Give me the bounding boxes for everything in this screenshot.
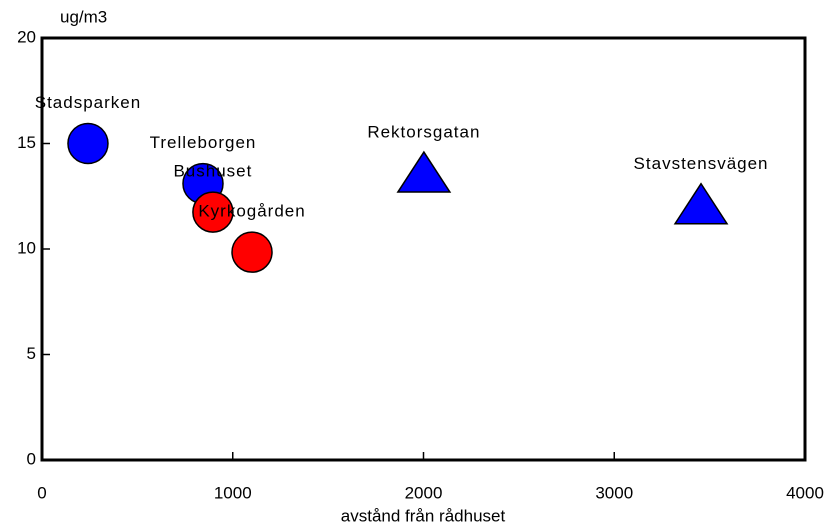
y-tick-label: 20 (17, 27, 36, 46)
point (231, 231, 273, 273)
x-axis-label: avstånd från rådhuset (341, 506, 506, 525)
point (67, 122, 109, 165)
x-tick-label: 2000 (405, 483, 443, 502)
point-label: Stadsparken (35, 93, 141, 112)
point (396, 150, 452, 193)
point-label: Bushuset (173, 162, 252, 181)
y-tick-label: 10 (17, 238, 36, 257)
y-axis-label: ug/m3 (60, 7, 107, 26)
point-label: Rektorsgatan (367, 123, 480, 142)
y-tick-label: 5 (27, 344, 36, 363)
x-tick-label: 3000 (595, 483, 633, 502)
y-tick-label: 15 (17, 133, 36, 152)
x-tick-label: 1000 (214, 483, 252, 502)
y-tick-label: 0 (27, 449, 36, 468)
point-label: Kyrkogården (198, 202, 305, 221)
x-tick-label: 4000 (786, 483, 824, 502)
point-label: Stavstensvägen (634, 154, 769, 173)
point-label: Trelleborgen (150, 133, 257, 152)
x-tick-label: 0 (37, 483, 46, 502)
point (192, 191, 234, 233)
plot-frame (40, 36, 807, 462)
point (673, 182, 729, 225)
